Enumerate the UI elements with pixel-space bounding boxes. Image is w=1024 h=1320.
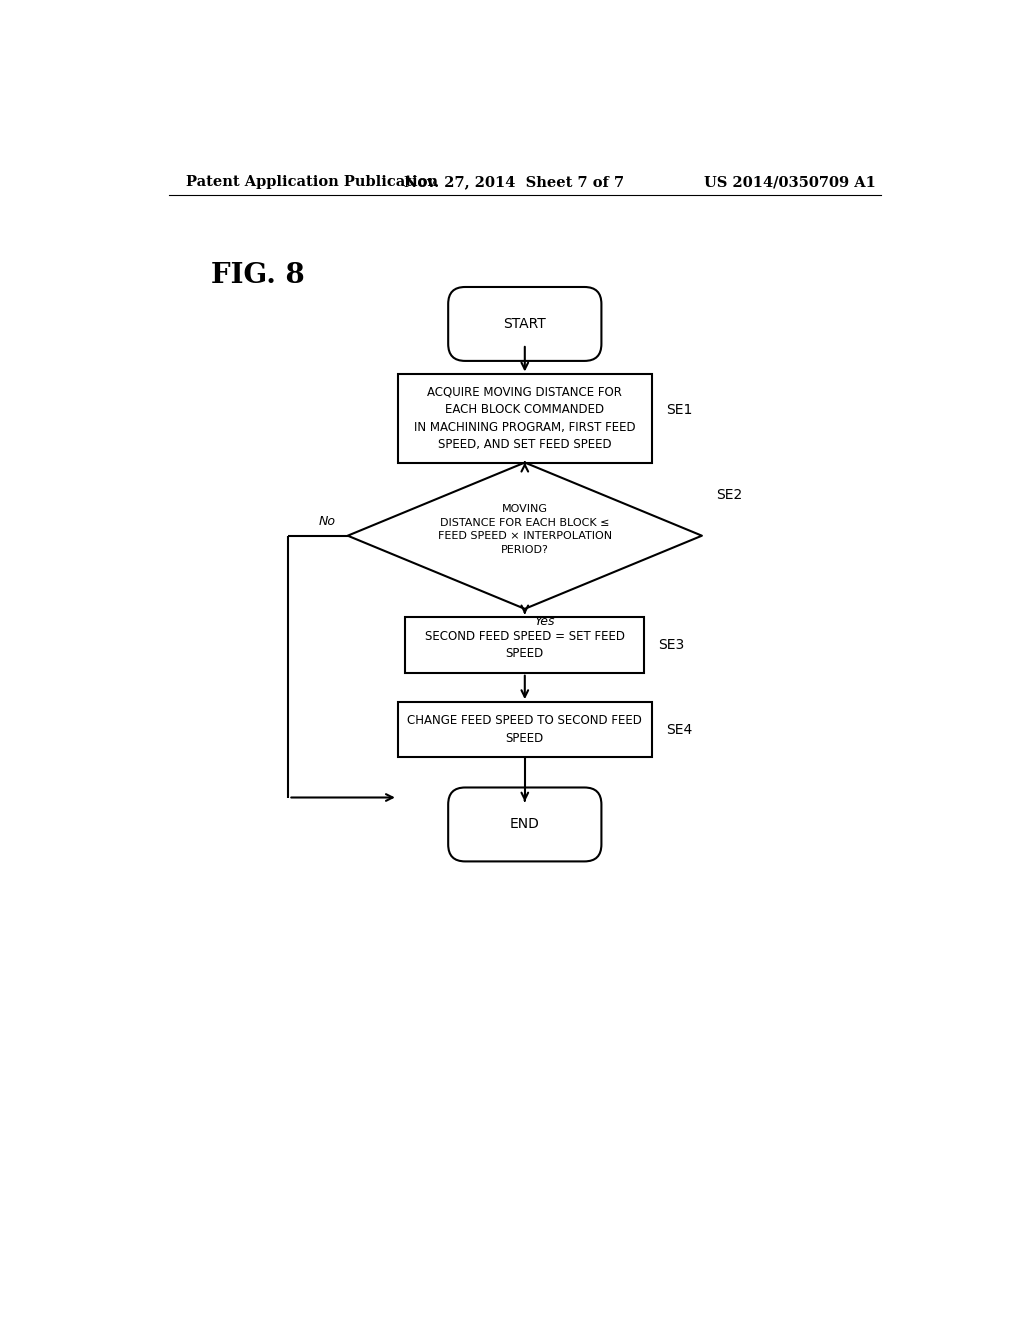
Text: SE3: SE3: [658, 638, 684, 652]
Text: SE4: SE4: [666, 723, 692, 737]
Text: Yes: Yes: [535, 615, 555, 628]
Text: CHANGE FEED SPEED TO SECOND FEED
SPEED: CHANGE FEED SPEED TO SECOND FEED SPEED: [408, 714, 642, 744]
Text: SE2: SE2: [716, 488, 742, 503]
Text: No: No: [319, 515, 336, 528]
Text: START: START: [504, 317, 546, 331]
FancyBboxPatch shape: [449, 286, 601, 360]
Text: Patent Application Publication: Patent Application Publication: [186, 176, 438, 189]
FancyBboxPatch shape: [449, 788, 601, 862]
Text: Nov. 27, 2014  Sheet 7 of 7: Nov. 27, 2014 Sheet 7 of 7: [403, 176, 624, 189]
Text: MOVING
DISTANCE FOR EACH BLOCK ≤
FEED SPEED × INTERPOLATION
PERIOD?: MOVING DISTANCE FOR EACH BLOCK ≤ FEED SP…: [437, 504, 612, 554]
Bar: [397, 375, 652, 463]
Text: US 2014/0350709 A1: US 2014/0350709 A1: [705, 176, 877, 189]
Text: END: END: [510, 817, 540, 832]
Bar: [397, 702, 652, 758]
Text: SE1: SE1: [666, 403, 692, 417]
Text: FIG. 8: FIG. 8: [211, 263, 305, 289]
Text: ACQUIRE MOVING DISTANCE FOR
EACH BLOCK COMMANDED
IN MACHINING PROGRAM, FIRST FEE: ACQUIRE MOVING DISTANCE FOR EACH BLOCK C…: [414, 385, 636, 451]
Bar: [406, 618, 644, 673]
Text: SECOND FEED SPEED = SET FEED
SPEED: SECOND FEED SPEED = SET FEED SPEED: [425, 630, 625, 660]
